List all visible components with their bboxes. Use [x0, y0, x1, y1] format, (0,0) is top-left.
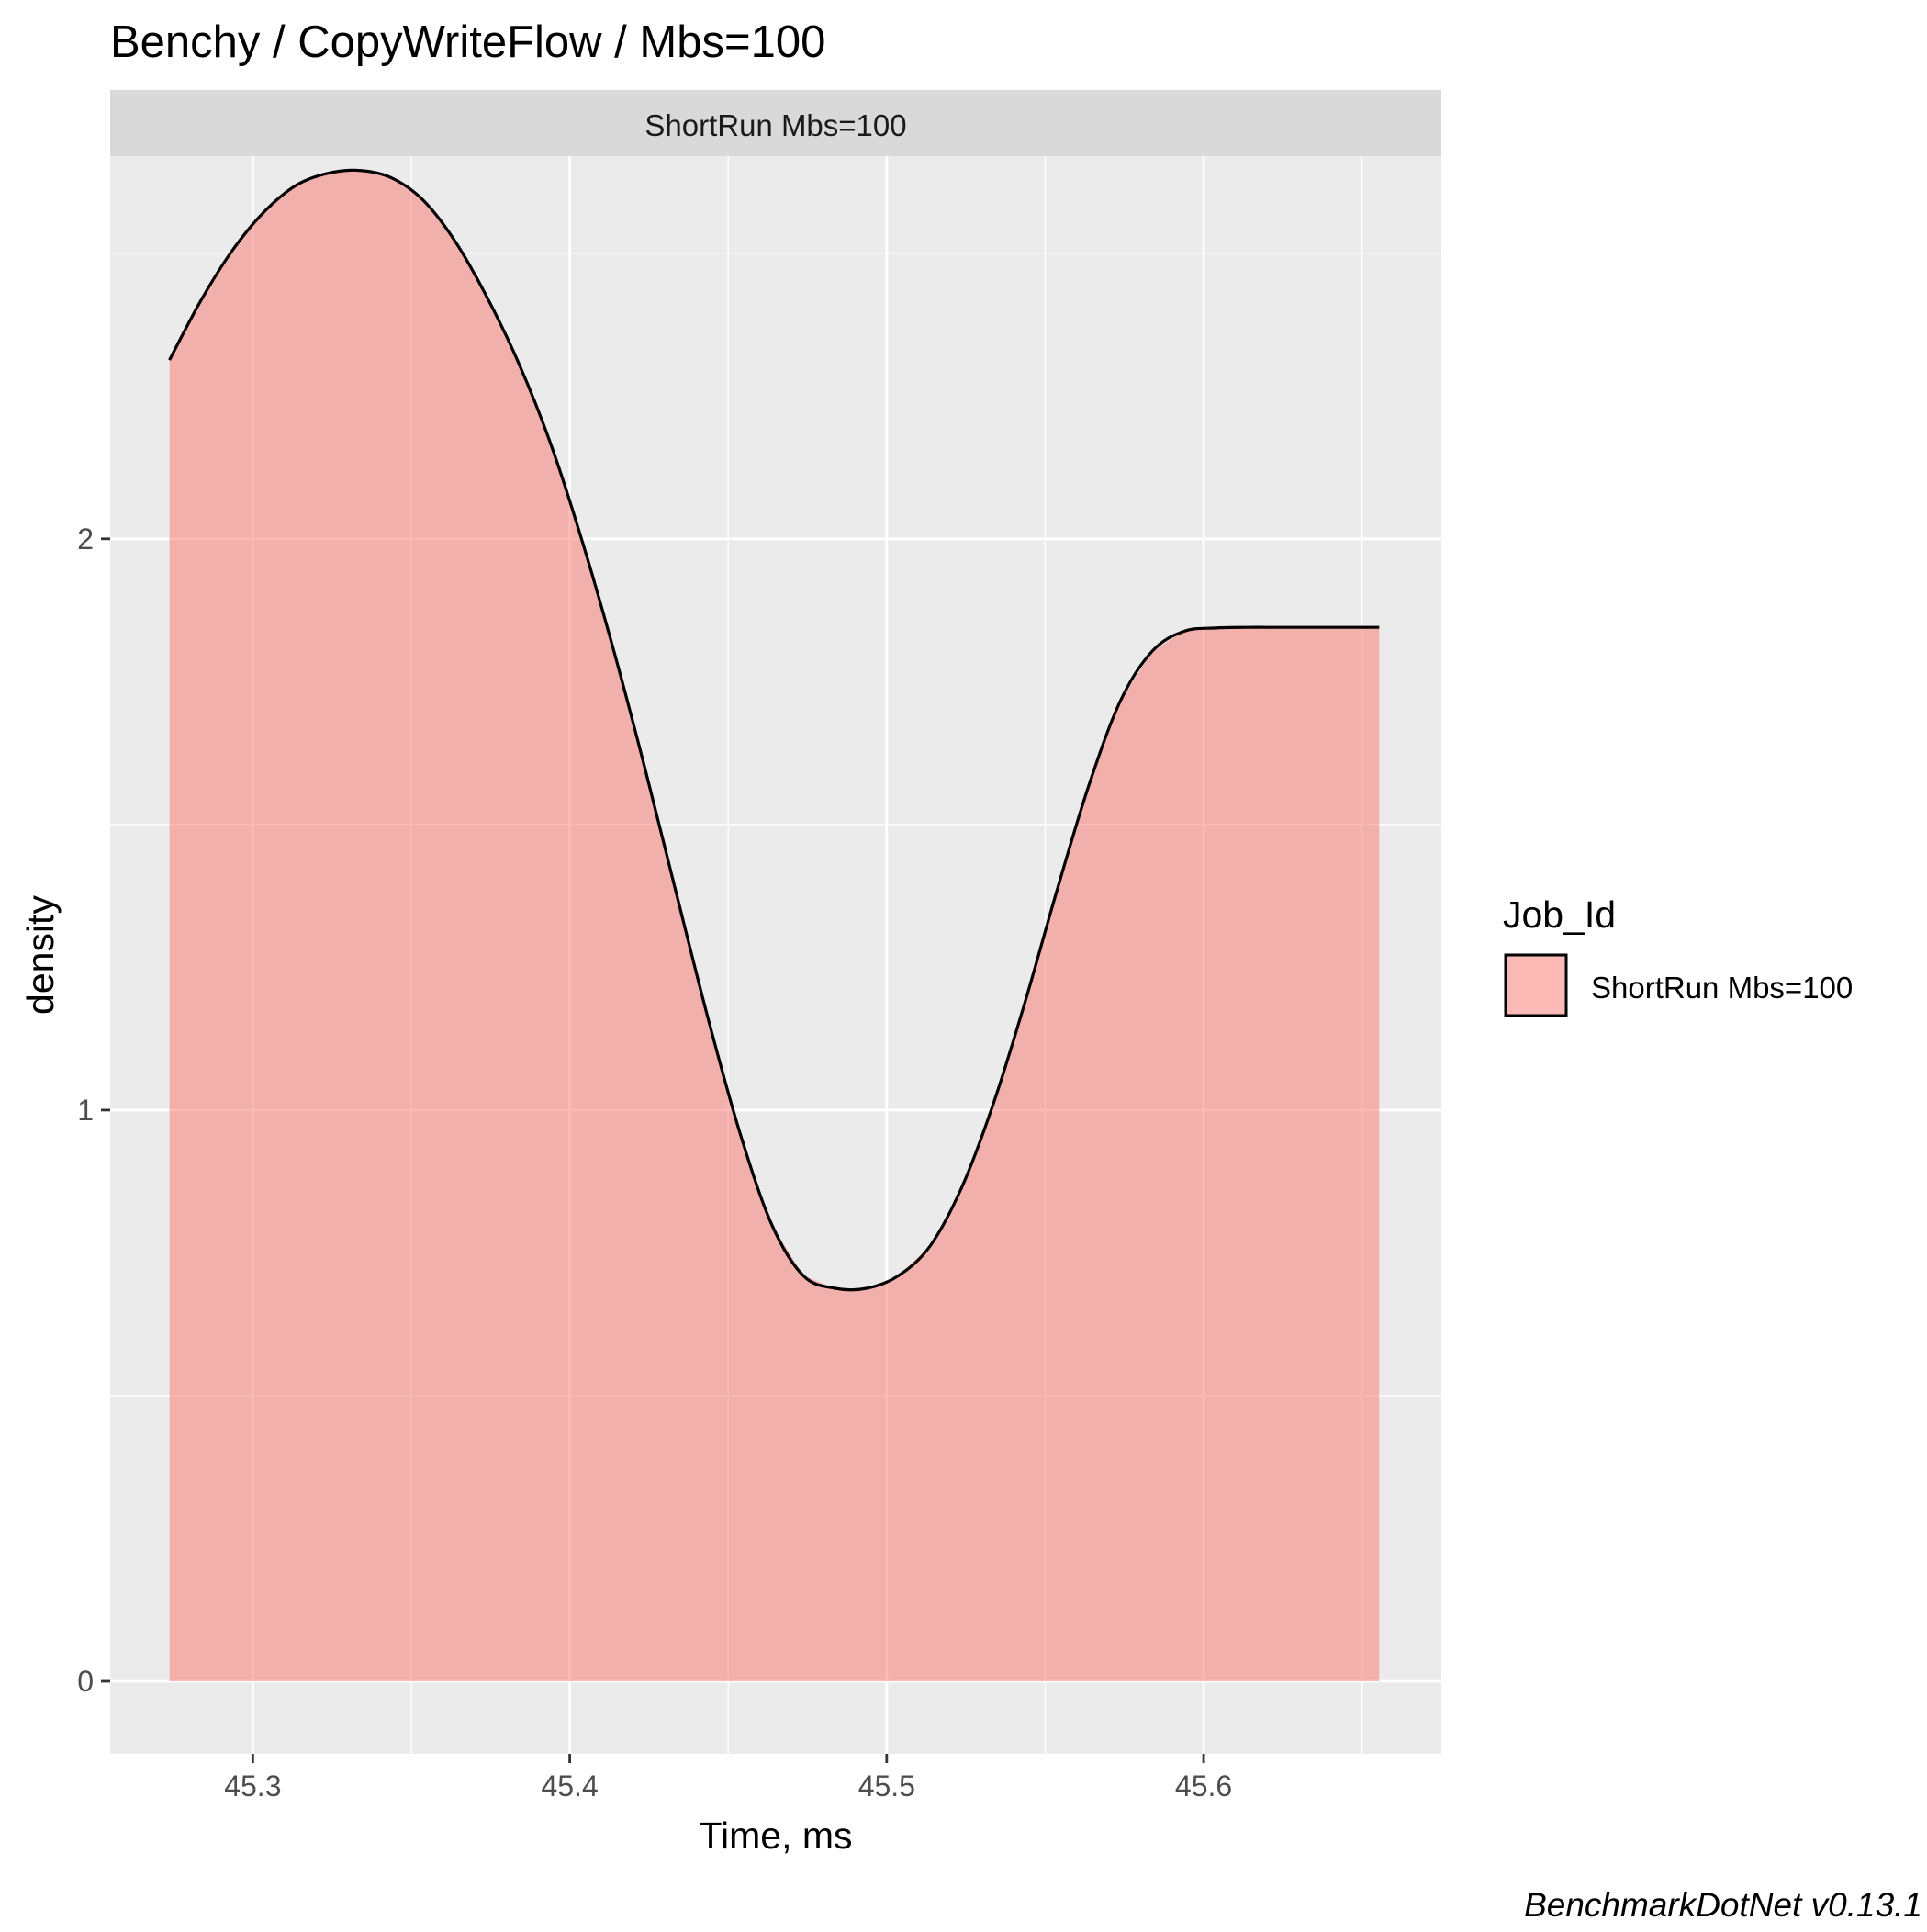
y-tick-label: 0: [77, 1665, 94, 1698]
legend-key: [1504, 953, 1568, 1017]
chart-title: Benchy / CopyWriteFlow / Mbs=100: [110, 17, 825, 67]
legend: Job_Id ShortRun Mbs=100: [1503, 893, 1853, 1017]
legend-title: Job_Id: [1503, 893, 1616, 936]
y-axis: 0 1 2: [77, 522, 110, 1698]
x-tick-label: 45.5: [858, 1769, 915, 1803]
y-tick-label: 2: [77, 522, 94, 556]
x-axis: 45.3 45.4 45.5 45.6: [224, 1754, 1232, 1803]
density-layer: [168, 168, 1380, 1682]
x-tick-label: 45.3: [224, 1769, 281, 1803]
x-tick-label: 45.6: [1175, 1769, 1232, 1803]
y-axis-title: density: [19, 895, 62, 1015]
density-line: [168, 168, 1380, 1292]
density-area: [169, 170, 1380, 1682]
facet-strip: [110, 90, 1441, 156]
legend-label: ShortRun Mbs=100: [1591, 971, 1853, 1005]
facet-strip-label: ShortRun Mbs=100: [644, 108, 906, 142]
y-tick-label: 1: [77, 1094, 94, 1127]
x-tick-label: 45.4: [541, 1769, 598, 1803]
chart-caption: BenchmarkDotNet v0.13.1: [1524, 1886, 1922, 1924]
x-axis-title: Time, ms: [699, 1814, 852, 1857]
